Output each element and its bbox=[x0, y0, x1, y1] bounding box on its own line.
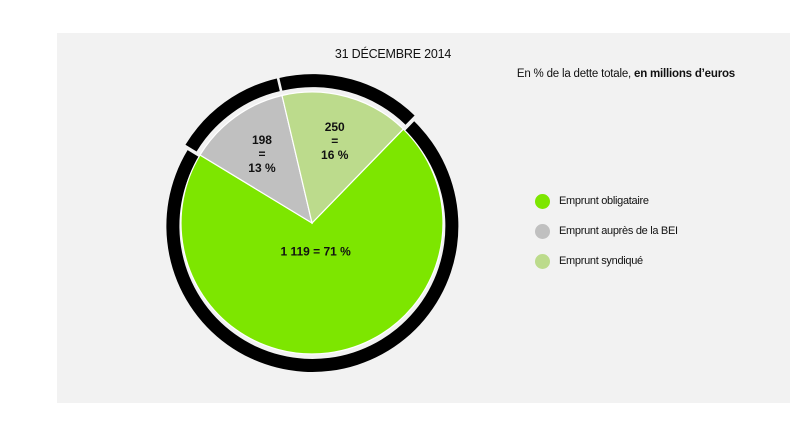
legend-swatch-emprunt-obligataire bbox=[535, 193, 550, 209]
pie-slice-emprunt-syndique bbox=[281, 91, 405, 225]
legend-label: Emprunt auprès de la BEI bbox=[559, 225, 678, 237]
pie-slice-emprunt-aupres-de-la-bei bbox=[199, 94, 313, 225]
legend-swatch-emprunt-syndique bbox=[535, 253, 550, 269]
legend-label: Emprunt syndiqué bbox=[559, 255, 643, 267]
legend-label: Emprunt obligataire bbox=[559, 195, 649, 207]
pie-slices bbox=[180, 91, 444, 355]
slice-label-emprunt-aupres-de-la-bei: 198 = 13 % bbox=[248, 133, 276, 175]
pie-outer-rings bbox=[166, 74, 459, 372]
pie-slice-emprunt-obligataire bbox=[180, 128, 444, 355]
ring-segment-emprunt-aupres-de-la-bei bbox=[185, 78, 280, 152]
slice-label-emprunt-syndique: 250 = 16 % bbox=[321, 120, 349, 162]
ring-segment-emprunt-syndique bbox=[279, 74, 415, 125]
slice-label-emprunt-obligataire: 1 119 = 71 % bbox=[280, 245, 351, 259]
legend-swatch-emprunt-bei bbox=[535, 223, 550, 239]
chart-subtitle-unit: en millions d’euros bbox=[634, 68, 735, 80]
legend-item-emprunt-obligataire: Emprunt obligataire bbox=[535, 186, 678, 216]
chart-title: 31 DÉCEMBRE 2014 bbox=[334, 47, 452, 61]
chart-subtitle: En % de la dette totale, en millions d’e… bbox=[517, 68, 735, 80]
chart-subtitle-prefix: En % de la dette totale, bbox=[516, 68, 634, 80]
pie-labels: 1 119 = 71 % 198 = 13 % 250 = 16 % bbox=[248, 120, 351, 259]
legend-item-emprunt-bei: Emprunt auprès de la BEI bbox=[535, 216, 678, 246]
legend: Emprunt obligataire Emprunt auprès de la… bbox=[535, 186, 678, 276]
ring-segment-emprunt-obligataire bbox=[166, 121, 459, 372]
legend-item-emprunt-syndique: Emprunt syndiqué bbox=[535, 246, 678, 276]
